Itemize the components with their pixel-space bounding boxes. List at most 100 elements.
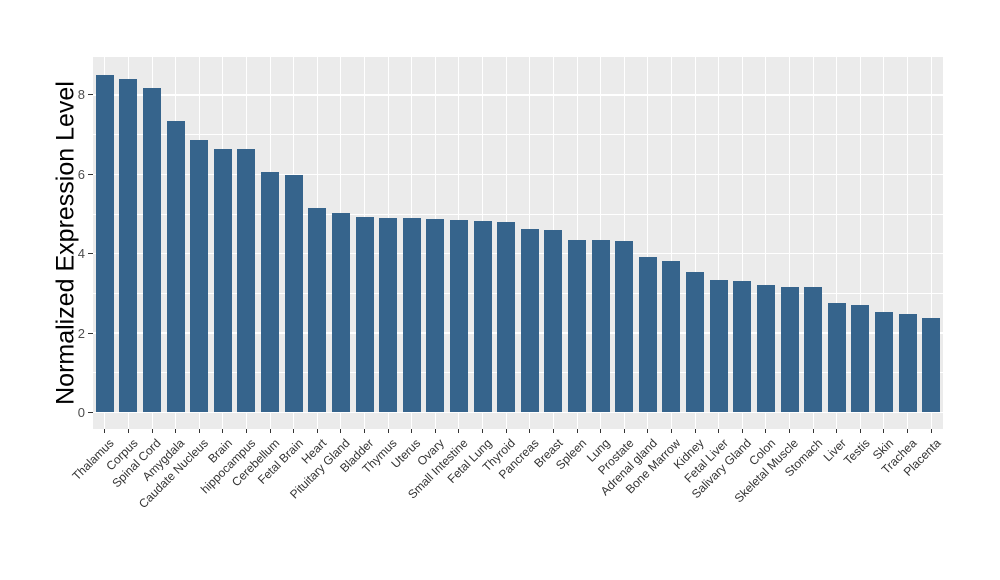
y-tick-label: 6 [77,166,85,182]
x-tick-mark [694,429,696,433]
x-tick-mark [175,429,177,433]
x-tick-mark [458,429,460,433]
vertical-gridline [694,57,696,429]
y-tick-mark [88,253,93,255]
x-tick-mark [316,429,318,433]
bar [473,221,492,413]
bar [520,229,539,413]
bar [756,285,775,413]
x-tick-mark [765,429,767,433]
bar [119,78,138,413]
plot-panel [93,57,943,429]
minor-gridline [93,134,943,135]
y-tick-label: 8 [77,87,85,103]
vertical-gridline [741,57,743,429]
minor-gridline [93,213,943,215]
bar [237,149,256,413]
bar [827,303,846,413]
bar [568,239,587,413]
minor-gridline [93,372,943,374]
bar [686,271,705,413]
vertical-gridline [836,57,838,429]
x-tick-mark [741,429,743,433]
bar [308,207,327,413]
bar [261,172,280,413]
x-tick-mark [812,429,814,433]
bar [544,230,563,413]
vertical-gridline [907,57,909,429]
x-tick-mark [600,429,602,433]
bar [379,217,398,413]
bar [851,305,870,413]
x-tick-mark [859,429,861,433]
vertical-gridline [883,57,885,429]
bar [331,213,350,413]
bar [733,281,752,413]
x-tick-mark [505,429,507,433]
x-tick-mark [529,429,531,433]
x-tick-mark [434,429,436,433]
bar [709,279,728,413]
bar [355,217,374,413]
bar [662,260,681,413]
bar [449,220,468,413]
bar [402,218,421,413]
x-tick-mark [269,429,271,433]
vertical-gridline [765,57,767,429]
bar [922,318,941,413]
x-tick-mark [789,429,791,433]
y-tick-label: 4 [77,246,85,262]
x-tick-label: Testis [840,436,873,468]
x-tick-mark [411,429,413,433]
x-tick-mark [364,429,366,433]
bar [166,120,185,413]
x-tick-mark [718,429,720,433]
x-tick-mark [576,429,578,433]
bar [615,240,634,413]
vertical-gridline [930,57,932,429]
bar [190,140,209,413]
bar [95,74,114,413]
bar [143,88,162,413]
x-tick-mark [340,429,342,433]
bar [213,148,232,413]
bar [780,287,799,413]
bar [426,219,445,413]
vertical-gridline [789,57,791,429]
vertical-gridline [647,57,649,429]
major-gridline [93,332,943,334]
bar [497,222,516,413]
major-gridline [93,411,943,414]
x-tick-mark [907,429,909,433]
bar [898,314,917,413]
vertical-gridline [812,57,814,429]
y-tick-mark [88,173,93,175]
y-tick-mark [88,332,93,334]
bar [874,312,893,413]
minor-gridline [93,293,943,294]
x-tick-mark [930,429,932,433]
bar [591,240,610,413]
x-tick-mark [836,429,838,433]
y-tick-label: 2 [77,325,85,341]
y-tick-mark [88,94,93,96]
vertical-gridline [670,57,672,429]
x-tick-mark [222,429,224,433]
x-tick-mark [198,429,200,433]
x-tick-mark [245,429,247,433]
bar [638,256,657,413]
x-tick-mark [482,429,484,433]
major-gridline [93,173,943,176]
x-tick-mark [883,429,885,433]
y-tick-mark [88,412,93,413]
x-tick-mark [293,429,295,433]
x-tick-mark [104,429,106,433]
vertical-gridline [859,57,861,429]
x-tick-mark [127,429,129,433]
y-tick-label: 0 [77,405,85,420]
major-gridline [93,252,943,255]
y-axis-title: Normalized Expression Level [51,81,80,405]
bar [284,175,303,413]
major-gridline [93,94,943,96]
